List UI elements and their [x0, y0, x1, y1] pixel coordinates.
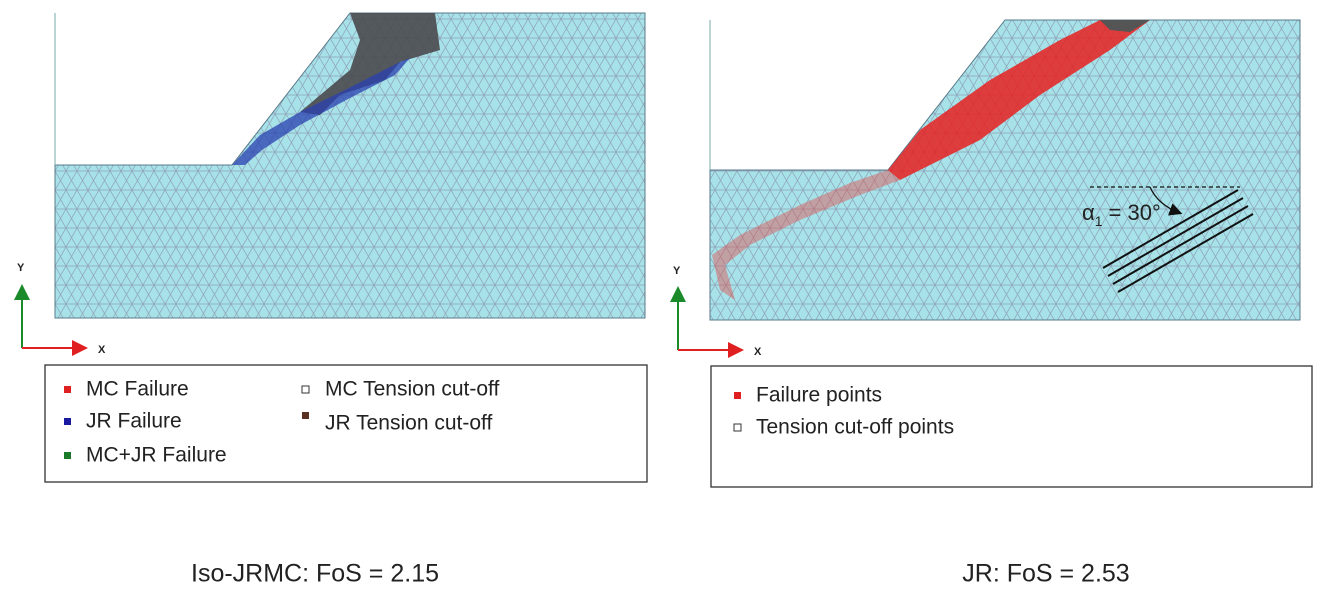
failure-scatter: [712, 170, 900, 300]
failure-band: [888, 20, 1150, 180]
legend-item: Failure points: [756, 384, 882, 407]
right-legend: Failure points Tension cut-off points: [710, 365, 1313, 488]
angle-label: α1 = 30°: [1082, 200, 1161, 229]
legend-item: MC Tension cut-off: [325, 378, 499, 401]
left-model: [54, 12, 646, 319]
angle-arc: [1149, 186, 1183, 216]
left-axes: Y X: [14, 262, 106, 356]
y-axis-label: Y: [673, 265, 681, 277]
tension-zone: [1100, 20, 1150, 32]
left-legend: MC Failure JR Failure MC+JR Failure MC T…: [44, 364, 648, 483]
legend-item: Tension cut-off points: [756, 416, 954, 439]
jr-failure-zone: [232, 58, 410, 165]
y-axis-label: Y: [17, 262, 25, 274]
legend-item: JR Tension cut-off: [325, 412, 492, 435]
joint-lines: [1102, 189, 1254, 293]
x-axis-label: X: [98, 344, 106, 356]
legend-item: MC+JR Failure: [86, 444, 227, 467]
mesh: [54, 12, 646, 319]
caption: Iso-JRMC: FoS = 2.15: [191, 560, 439, 588]
legend-item: JR Failure: [86, 410, 182, 433]
right-axes: Y X: [670, 265, 762, 358]
caption: JR: FoS = 2.53: [962, 560, 1129, 588]
legend-item: MC Failure: [86, 378, 189, 401]
tension-zone: [300, 13, 440, 115]
x-axis-label: X: [754, 346, 762, 358]
right-model: α1 = 30°: [709, 19, 1301, 321]
mesh: [709, 19, 1301, 321]
